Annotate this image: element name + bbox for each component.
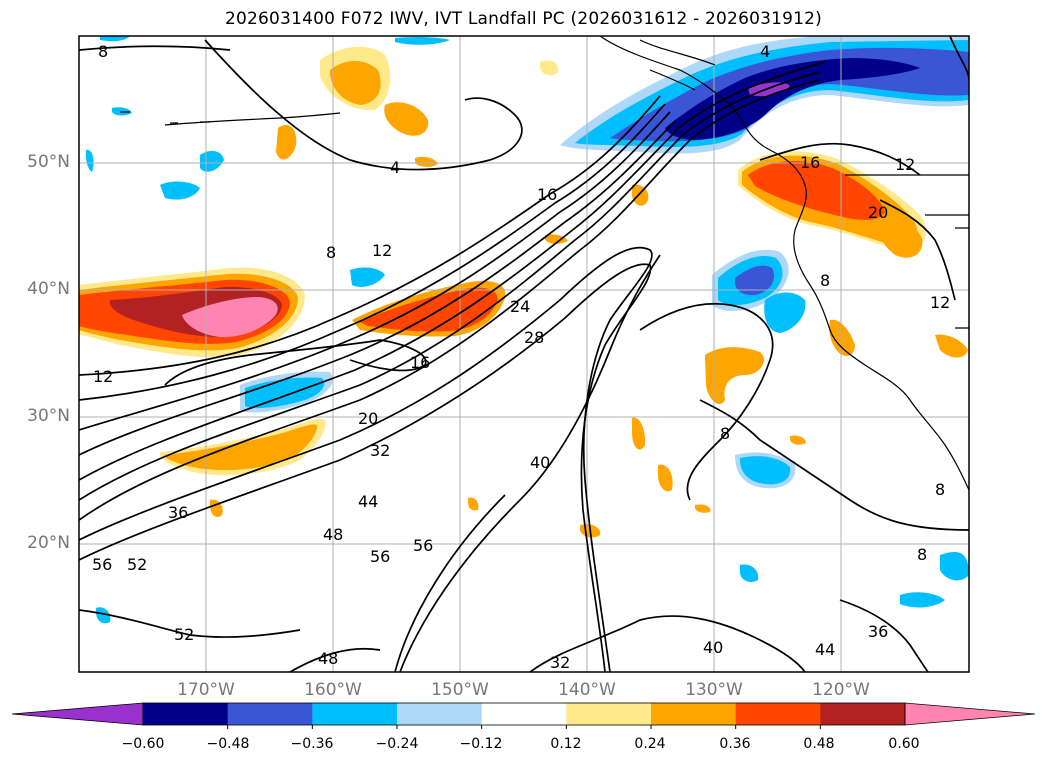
contour-label: 8 <box>326 243 336 262</box>
colorbar-extend-low <box>11 702 144 726</box>
contour-label: 44 <box>815 640 835 659</box>
colorbar-tick-label: 0.48 <box>803 736 835 752</box>
contour-label: 16 <box>410 353 430 372</box>
contour-label: 44 <box>358 492 378 511</box>
contour-label: 40 <box>703 638 723 657</box>
colorbar-segment <box>227 703 313 725</box>
colorbar-tick-label: −0.48 <box>206 736 250 752</box>
lon-label-140w: 140°W <box>558 680 616 700</box>
contour-labels: 8 4 4 16 12 8 12 16 24 28 16 20 32 12 40… <box>92 42 950 672</box>
contour-label: 32 <box>370 441 390 460</box>
colorbar-tick-label: −0.60 <box>121 736 165 752</box>
contour-label: 12 <box>895 155 915 174</box>
contour-label: 8 <box>917 545 927 564</box>
lon-label-120w: 120°W <box>812 680 870 700</box>
contour-label: 56 <box>370 547 390 566</box>
lon-label-150w: 150°W <box>431 680 489 700</box>
colorbar-tick-label: 0.24 <box>634 736 666 752</box>
colorbar <box>11 702 1036 729</box>
colorbar-frame <box>142 702 906 726</box>
contour-label: 36 <box>168 503 188 522</box>
colorbar-tick-label: −0.36 <box>290 736 334 752</box>
colorbar-segment <box>312 703 398 725</box>
contour-label: 12 <box>93 367 113 386</box>
contour-label: 24 <box>510 297 530 316</box>
contour-label: 56 <box>413 536 433 555</box>
contour-label: 8 <box>935 480 945 499</box>
lon-label-130w: 130°W <box>685 680 743 700</box>
contour-label: 16 <box>800 153 820 172</box>
negative-anomaly-patches <box>85 36 969 624</box>
colorbar-extend-high <box>904 702 1036 726</box>
lon-label-170w: 170°W <box>177 680 235 700</box>
contour-label: 4 <box>390 158 400 177</box>
map-title: 2026031400 F072 IWV, IVT Landfall PC (20… <box>224 9 823 29</box>
contour-label: 20 <box>358 409 378 428</box>
colorbar-tick-label: 0.60 <box>888 736 920 752</box>
colorbar-segment <box>820 703 906 725</box>
contour-label: 56 <box>92 555 112 574</box>
lat-label-40n: 40°N <box>27 279 70 299</box>
colorbar-segment <box>735 703 821 725</box>
colorbar-segment <box>481 703 567 725</box>
contour-label: 52 <box>127 555 147 574</box>
contour-label: 28 <box>524 328 544 347</box>
map-frame <box>78 35 970 673</box>
contour-label: 32 <box>550 653 570 672</box>
contour-label: 48 <box>318 649 338 668</box>
coastlines <box>120 36 969 491</box>
lon-label-160w: 160°W <box>304 680 362 700</box>
contour-label: 48 <box>323 525 343 544</box>
colorbar-tick-label: −0.24 <box>375 736 419 752</box>
colorbar-tick-label: 0.12 <box>550 736 582 752</box>
contour-label: 8 <box>820 271 830 290</box>
colorbar-tick-label: −0.12 <box>459 736 503 752</box>
contour-label: 12 <box>372 241 392 260</box>
colorbar-segment <box>566 703 652 725</box>
lat-label-20n: 20°N <box>27 533 70 553</box>
contour-label: 4 <box>760 42 770 61</box>
contour-label: 52 <box>174 625 194 644</box>
colorbar-segment <box>397 703 483 725</box>
contour-label: 12 <box>930 293 950 312</box>
colorbar-segment <box>143 703 229 725</box>
ivt-contours <box>79 36 969 672</box>
contour-label: 8 <box>98 42 108 61</box>
colorbar-tick-label: 0.36 <box>719 736 751 752</box>
contour-label: 16 <box>537 185 557 204</box>
lat-label-50n: 50°N <box>27 152 70 172</box>
contour-label: 8 <box>720 424 730 443</box>
contour-label: 20 <box>868 203 888 222</box>
lat-label-30n: 30°N <box>27 406 70 426</box>
colorbar-segment <box>651 703 737 725</box>
contour-label: 36 <box>868 622 888 641</box>
contour-label: 40 <box>530 453 550 472</box>
